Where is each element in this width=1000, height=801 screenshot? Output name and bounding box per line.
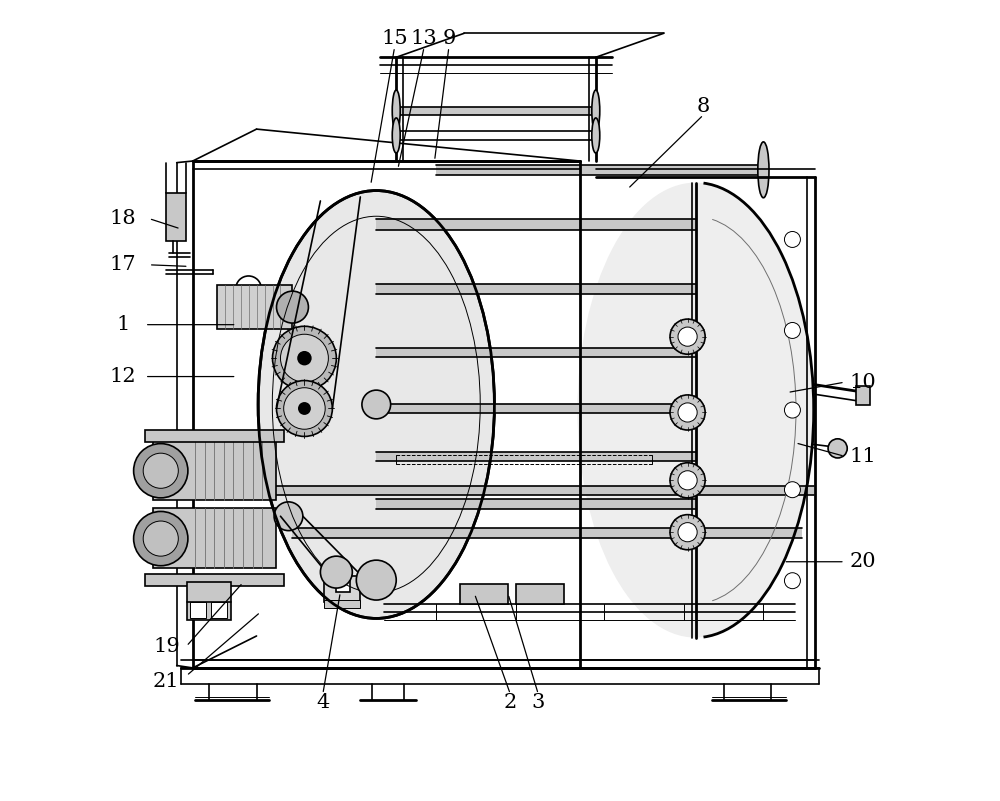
Ellipse shape: [828, 439, 847, 458]
Bar: [145, 430, 284, 442]
Ellipse shape: [678, 522, 697, 541]
Ellipse shape: [280, 334, 328, 382]
Text: 15: 15: [381, 30, 408, 48]
Ellipse shape: [784, 402, 800, 418]
Text: 12: 12: [110, 367, 137, 386]
Bar: [396, 107, 596, 115]
Bar: [436, 165, 763, 175]
Ellipse shape: [678, 327, 697, 346]
Ellipse shape: [670, 515, 705, 549]
Ellipse shape: [392, 118, 400, 153]
Ellipse shape: [784, 573, 800, 589]
Text: 1: 1: [117, 315, 130, 334]
Ellipse shape: [592, 90, 600, 131]
Bar: [376, 284, 696, 293]
Text: 17: 17: [110, 256, 137, 274]
Ellipse shape: [134, 444, 188, 498]
Bar: [460, 584, 508, 604]
Bar: [217, 285, 292, 328]
Bar: [187, 582, 231, 620]
Bar: [190, 602, 206, 618]
Text: 4: 4: [316, 693, 329, 712]
Text: 8: 8: [697, 97, 710, 116]
Ellipse shape: [143, 521, 178, 556]
Ellipse shape: [670, 395, 705, 430]
Ellipse shape: [758, 142, 769, 198]
Ellipse shape: [134, 512, 188, 566]
Bar: [376, 219, 696, 231]
Bar: [856, 386, 870, 405]
Ellipse shape: [298, 352, 311, 364]
Bar: [324, 600, 360, 608]
Ellipse shape: [784, 323, 800, 339]
Bar: [145, 574, 284, 586]
Text: 9: 9: [442, 30, 456, 48]
Text: 18: 18: [110, 209, 137, 228]
Ellipse shape: [678, 471, 697, 490]
Bar: [153, 441, 276, 501]
Text: 3: 3: [532, 693, 545, 712]
Ellipse shape: [273, 326, 336, 390]
Ellipse shape: [592, 118, 600, 153]
Bar: [292, 528, 802, 537]
Ellipse shape: [362, 390, 391, 419]
Bar: [153, 509, 276, 568]
Text: 10: 10: [850, 372, 877, 392]
Ellipse shape: [276, 380, 332, 437]
Bar: [166, 193, 186, 241]
Text: 11: 11: [850, 447, 877, 466]
Ellipse shape: [299, 403, 310, 414]
Ellipse shape: [784, 231, 800, 248]
Bar: [324, 576, 360, 602]
Ellipse shape: [392, 90, 400, 131]
Ellipse shape: [274, 502, 303, 530]
Ellipse shape: [670, 319, 705, 354]
Ellipse shape: [258, 191, 494, 618]
Bar: [261, 486, 814, 496]
Bar: [376, 348, 696, 357]
Bar: [376, 452, 696, 461]
Ellipse shape: [678, 403, 697, 422]
Text: 21: 21: [153, 672, 180, 691]
Bar: [211, 602, 227, 618]
Ellipse shape: [320, 556, 352, 588]
Bar: [376, 500, 696, 509]
Text: 19: 19: [153, 637, 180, 656]
Ellipse shape: [143, 453, 178, 489]
Ellipse shape: [356, 560, 396, 600]
Text: 13: 13: [411, 30, 438, 48]
Ellipse shape: [784, 481, 800, 497]
Ellipse shape: [284, 388, 325, 429]
Bar: [516, 584, 564, 604]
Bar: [336, 578, 350, 592]
Ellipse shape: [670, 463, 705, 498]
Text: 2: 2: [504, 693, 517, 712]
Ellipse shape: [276, 291, 308, 323]
Bar: [376, 404, 696, 413]
Text: 20: 20: [850, 552, 877, 571]
Ellipse shape: [577, 183, 814, 638]
